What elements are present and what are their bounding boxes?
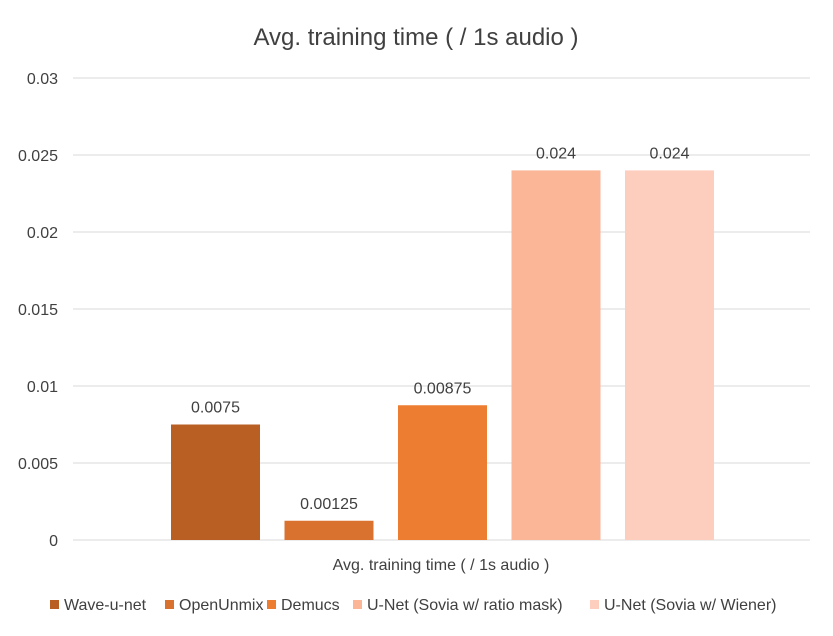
y-tick-label: 0.005	[18, 456, 58, 473]
bar-demucs	[398, 405, 487, 540]
legend-swatch	[267, 600, 276, 609]
legend-swatch	[353, 600, 362, 609]
data-label: 0.00125	[300, 496, 358, 513]
data-label: 0.00875	[414, 380, 472, 397]
legend-label: OpenUnmix	[179, 597, 263, 614]
y-tick-label: 0.025	[18, 148, 58, 165]
legend-label: Demucs	[281, 597, 340, 614]
legend-swatch	[590, 600, 599, 609]
y-axis-ticks: 0 0.005 0.01 0.015 0.02 0.025 0.03	[18, 71, 58, 550]
y-tick-label: 0.015	[18, 302, 58, 319]
legend-label: U-Net (Sovia w/ Wiener)	[604, 597, 776, 614]
y-tick-label: 0.01	[27, 379, 58, 396]
x-category-label: Avg. training time ( / 1s audio )	[333, 557, 550, 574]
data-label: 0.024	[536, 145, 576, 162]
data-label: 0.024	[649, 145, 689, 162]
bar-u-net-sovia-w-wiener	[625, 170, 714, 540]
y-tick-label: 0.03	[27, 71, 58, 88]
data-labels: 0.0075 0.00125 0.00875 0.024 0.024	[191, 145, 690, 512]
bars	[171, 170, 714, 540]
y-tick-label: 0.02	[27, 225, 58, 242]
y-tick-label: 0	[49, 533, 58, 550]
bar-wave-u-net	[171, 424, 260, 540]
legend-swatch	[50, 600, 59, 609]
bar-openunmix	[284, 520, 374, 540]
chart-title: Avg. training time ( / 1s audio )	[253, 24, 578, 51]
legend-swatch	[165, 600, 174, 609]
data-label: 0.0075	[191, 400, 240, 417]
legend-label: U-Net (Sovia w/ ratio mask)	[367, 597, 563, 614]
bar-u-net-sovia-w-ratio-mask	[511, 170, 601, 540]
legend-label: Wave-u-net	[64, 597, 147, 614]
legend: Wave-u-net OpenUnmix Demucs U-Net (Sovia w/…	[50, 597, 776, 614]
